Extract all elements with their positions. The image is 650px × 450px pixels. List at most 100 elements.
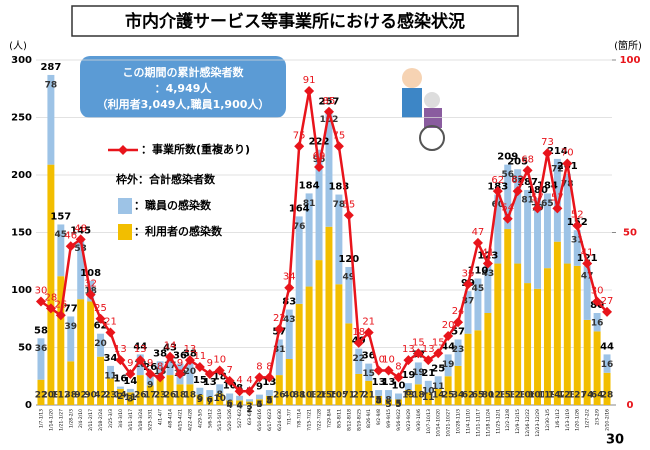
line-value-label: 46 <box>64 230 77 241</box>
bar-value-label: 11 <box>422 393 435 403</box>
bar-value-label: 4 <box>236 401 242 411</box>
bar-value-label: 3 <box>246 402 252 412</box>
x-tick-label: 1/21-1/27 <box>58 409 64 431</box>
total-label: 36 <box>362 351 376 362</box>
bar <box>573 265 581 405</box>
line-value-label: 8 <box>256 361 262 372</box>
bar <box>524 189 532 284</box>
total-label: 209 <box>497 152 518 163</box>
x-tick-label: 2/18-2/24 <box>98 409 104 431</box>
bar <box>67 361 75 405</box>
total-label: 36 <box>173 351 187 362</box>
bar <box>226 400 234 405</box>
bar-value-label: 2 <box>117 392 123 402</box>
line-value-label: 21 <box>104 317 117 328</box>
line-marker <box>453 317 464 328</box>
bar-value-label: 37 <box>462 297 475 307</box>
chart-title: 市内介護サービス等事業所における感染状況 <box>125 11 465 32</box>
line-marker <box>433 348 444 359</box>
total-label: 157 <box>50 211 71 222</box>
y2-tick-label: 50 <box>623 228 637 239</box>
bar <box>315 260 323 405</box>
bar <box>246 399 253 402</box>
bar-value-label: 34 <box>452 391 465 401</box>
bar <box>395 399 402 405</box>
bar <box>543 268 551 405</box>
bar <box>156 361 164 379</box>
bar <box>543 193 551 269</box>
total-label: 120 <box>338 254 359 265</box>
bar-value-label: 16 <box>591 319 604 329</box>
y-axis-label: (人) <box>9 40 27 52</box>
bar <box>305 193 313 287</box>
line-value-label: 70 <box>561 148 574 159</box>
x-tick-label: 8/26-9/1 <box>366 409 372 428</box>
line-marker <box>373 365 384 376</box>
bar-value-label: 14 <box>432 391 445 401</box>
bar <box>534 288 541 405</box>
total-label: 18 <box>213 371 227 382</box>
line-value-label: 15 <box>432 337 445 348</box>
line-value-label: 54 <box>501 203 514 214</box>
bar <box>57 224 65 277</box>
line-marker <box>65 241 76 252</box>
bar <box>246 401 253 405</box>
line-marker <box>562 158 573 169</box>
x-tick-label: 11/4-11/10 <box>466 409 472 434</box>
bar <box>236 400 244 405</box>
bar-value-label: 90 <box>84 391 97 401</box>
line-value-label: 8 <box>157 361 163 372</box>
bar-value-label: 81 <box>303 199 316 209</box>
bar-value-label: 19 <box>442 360 455 370</box>
total-label: 13 <box>372 377 386 388</box>
line-marker <box>115 355 126 366</box>
bar-value-label: 28 <box>601 391 614 401</box>
bar <box>553 241 561 405</box>
x-tick-label: 5/6-5/12 <box>207 409 213 428</box>
line-marker <box>125 368 136 379</box>
bar-value-label: 56 <box>501 170 514 180</box>
bar-value-label: 78 <box>45 80 58 90</box>
bar <box>265 390 273 396</box>
bar-value-label: 31 <box>571 236 584 246</box>
line-marker <box>542 148 553 159</box>
x-tick-label: 3/4-3/10 <box>118 409 124 428</box>
bar-value-label: 5 <box>266 396 272 406</box>
total-label: 184 <box>537 180 558 191</box>
bar-value-label: 3 <box>127 394 133 404</box>
bar <box>444 376 452 405</box>
bar <box>385 399 393 405</box>
line-value-label: 30 <box>591 286 604 297</box>
line-marker <box>95 313 106 324</box>
line-marker <box>443 331 454 341</box>
line-marker <box>582 258 593 269</box>
line-value-label: 20 <box>442 320 455 331</box>
bar <box>474 330 482 405</box>
bar-value-label: 20 <box>184 367 197 377</box>
total-label: 13 <box>382 377 396 388</box>
bar-value-label: 26 <box>164 391 177 401</box>
bar <box>514 263 522 405</box>
bar <box>37 338 45 380</box>
legend-label: ：事業所数(重複あり) <box>141 142 250 156</box>
bar-value-label: 18 <box>184 391 197 401</box>
x-tick-label: 3/18-3/24 <box>138 409 144 431</box>
bar <box>454 365 462 405</box>
bar <box>464 333 472 405</box>
bar-value-label: 8 <box>217 390 223 400</box>
bar-value-label: 74 <box>581 391 594 401</box>
line-marker <box>184 355 195 366</box>
bar <box>553 158 561 242</box>
bar <box>504 164 512 230</box>
line-value-label: 9 <box>177 358 183 369</box>
bar-value-label: 155 <box>320 391 339 401</box>
line-value-label: 62 <box>491 175 504 186</box>
line-value-label: 13 <box>402 344 415 355</box>
line-marker <box>254 372 265 383</box>
line-marker <box>314 161 325 172</box>
line-value-label: 13 <box>184 344 197 355</box>
total-label: 19 <box>401 370 415 381</box>
bar <box>514 169 522 264</box>
line-marker <box>194 362 205 373</box>
bar-value-label: 88 <box>293 391 306 401</box>
